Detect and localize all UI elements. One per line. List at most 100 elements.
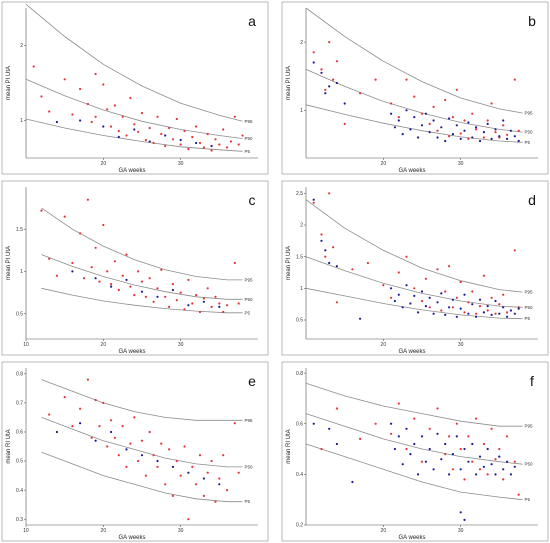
x-tick-label: 30 [178, 528, 184, 534]
curve-p95 [25, 3, 243, 122]
data-point-red [144, 295, 147, 298]
data-point-red [206, 287, 209, 290]
data-point-red [374, 422, 377, 425]
data-point-blue [420, 435, 424, 438]
data-point-blue [328, 261, 331, 265]
data-point-blue [125, 278, 128, 281]
data-point-blue [218, 305, 221, 308]
data-point-red [405, 78, 408, 81]
data-point-blue [444, 442, 447, 446]
data-point-blue [471, 303, 474, 306]
curve-p95 [41, 379, 243, 421]
data-point-blue [140, 454, 144, 457]
data-point-blue [455, 435, 458, 438]
data-point-red [121, 115, 124, 118]
data-point-red [451, 116, 454, 119]
data-point-red [144, 138, 147, 142]
data-point-red [471, 290, 474, 293]
data-point-red [226, 489, 229, 492]
data-point-red [98, 280, 101, 283]
data-point-blue [71, 270, 74, 273]
data-point-red [195, 294, 198, 297]
curve-p5 [41, 451, 243, 503]
data-point-red [343, 122, 346, 125]
data-point-red [506, 133, 509, 136]
data-point-red [517, 129, 520, 132]
data-point-red [110, 283, 113, 286]
data-point-red [490, 296, 493, 299]
data-point-blue [202, 300, 205, 303]
data-point-red [210, 305, 213, 308]
data-point-red [121, 274, 124, 277]
data-point-blue [478, 298, 482, 301]
curve-p5 [305, 287, 523, 320]
data-point-red [328, 192, 331, 195]
data-point-blue [328, 85, 331, 88]
data-point-blue [482, 465, 485, 468]
data-point-red [168, 448, 171, 451]
data-point-red [63, 215, 66, 218]
data-point-blue [513, 465, 516, 468]
data-point-blue [55, 430, 59, 434]
panel-frame [1, 180, 269, 356]
data-point-red [397, 116, 400, 119]
data-point-red [113, 104, 116, 107]
data-point-red [482, 442, 485, 446]
data-point-red [152, 300, 155, 303]
data-point-blue [467, 460, 470, 463]
curve-p5 [305, 104, 523, 143]
curve-label-p95: P95 [245, 277, 254, 282]
data-point-red [420, 299, 424, 303]
data-point-blue [459, 307, 462, 310]
data-point-red [156, 115, 159, 118]
data-point-blue [513, 135, 516, 138]
data-point-red [494, 131, 497, 134]
y-tick-label: 2.5 [296, 191, 303, 197]
x-tick-label: 20 [381, 342, 387, 348]
data-point-blue [335, 265, 338, 268]
data-point-red [102, 223, 105, 227]
x-axis-title: GA weeks [118, 168, 145, 174]
data-point-red [198, 454, 202, 457]
data-point-blue [133, 128, 136, 131]
data-point-blue [428, 131, 431, 134]
data-point-red [455, 422, 458, 425]
data-point-blue [102, 125, 105, 128]
data-point-blue [335, 81, 338, 85]
data-point-red [436, 407, 439, 410]
data-point-blue [490, 463, 493, 466]
data-point-red [202, 494, 205, 497]
curve-p95 [41, 207, 243, 281]
data-point-blue [440, 458, 443, 461]
panel-a: 20 30 1 2 GA weeks mean PI UtA a P95 P50 P5 [1, 1, 269, 175]
data-point-red [490, 427, 493, 430]
data-point-red [513, 249, 516, 252]
data-point-red [140, 111, 144, 115]
data-point-blue [498, 455, 501, 458]
data-point-red [79, 87, 82, 91]
data-point-blue [401, 463, 404, 466]
data-point-blue [451, 133, 454, 136]
data-point-red [160, 442, 163, 445]
x-tick-label: 30 [178, 161, 184, 167]
data-point-blue [351, 480, 354, 484]
data-point-red [110, 125, 113, 128]
data-point-blue [397, 293, 400, 296]
curve-p50 [25, 78, 243, 139]
data-point-red [233, 422, 236, 425]
data-point-blue [94, 439, 97, 442]
data-point-red [179, 474, 182, 477]
data-point-red [129, 442, 132, 445]
panel-d: 20 30 0.5 1 1.5 2 2.5 GA weeks mean PI UtA d P95 P5… [281, 180, 549, 356]
data-point-red [144, 474, 147, 477]
y-tick-label: 1 [300, 286, 303, 292]
data-point-blue [509, 473, 512, 476]
x-tick-label: 20 [101, 342, 107, 348]
data-point-blue [463, 129, 466, 132]
data-point-blue [409, 128, 412, 131]
data-point-red [86, 378, 89, 381]
data-point-red [428, 427, 431, 430]
data-point-blue [420, 124, 424, 127]
data-point-blue [478, 455, 482, 458]
data-point-blue [475, 473, 478, 476]
